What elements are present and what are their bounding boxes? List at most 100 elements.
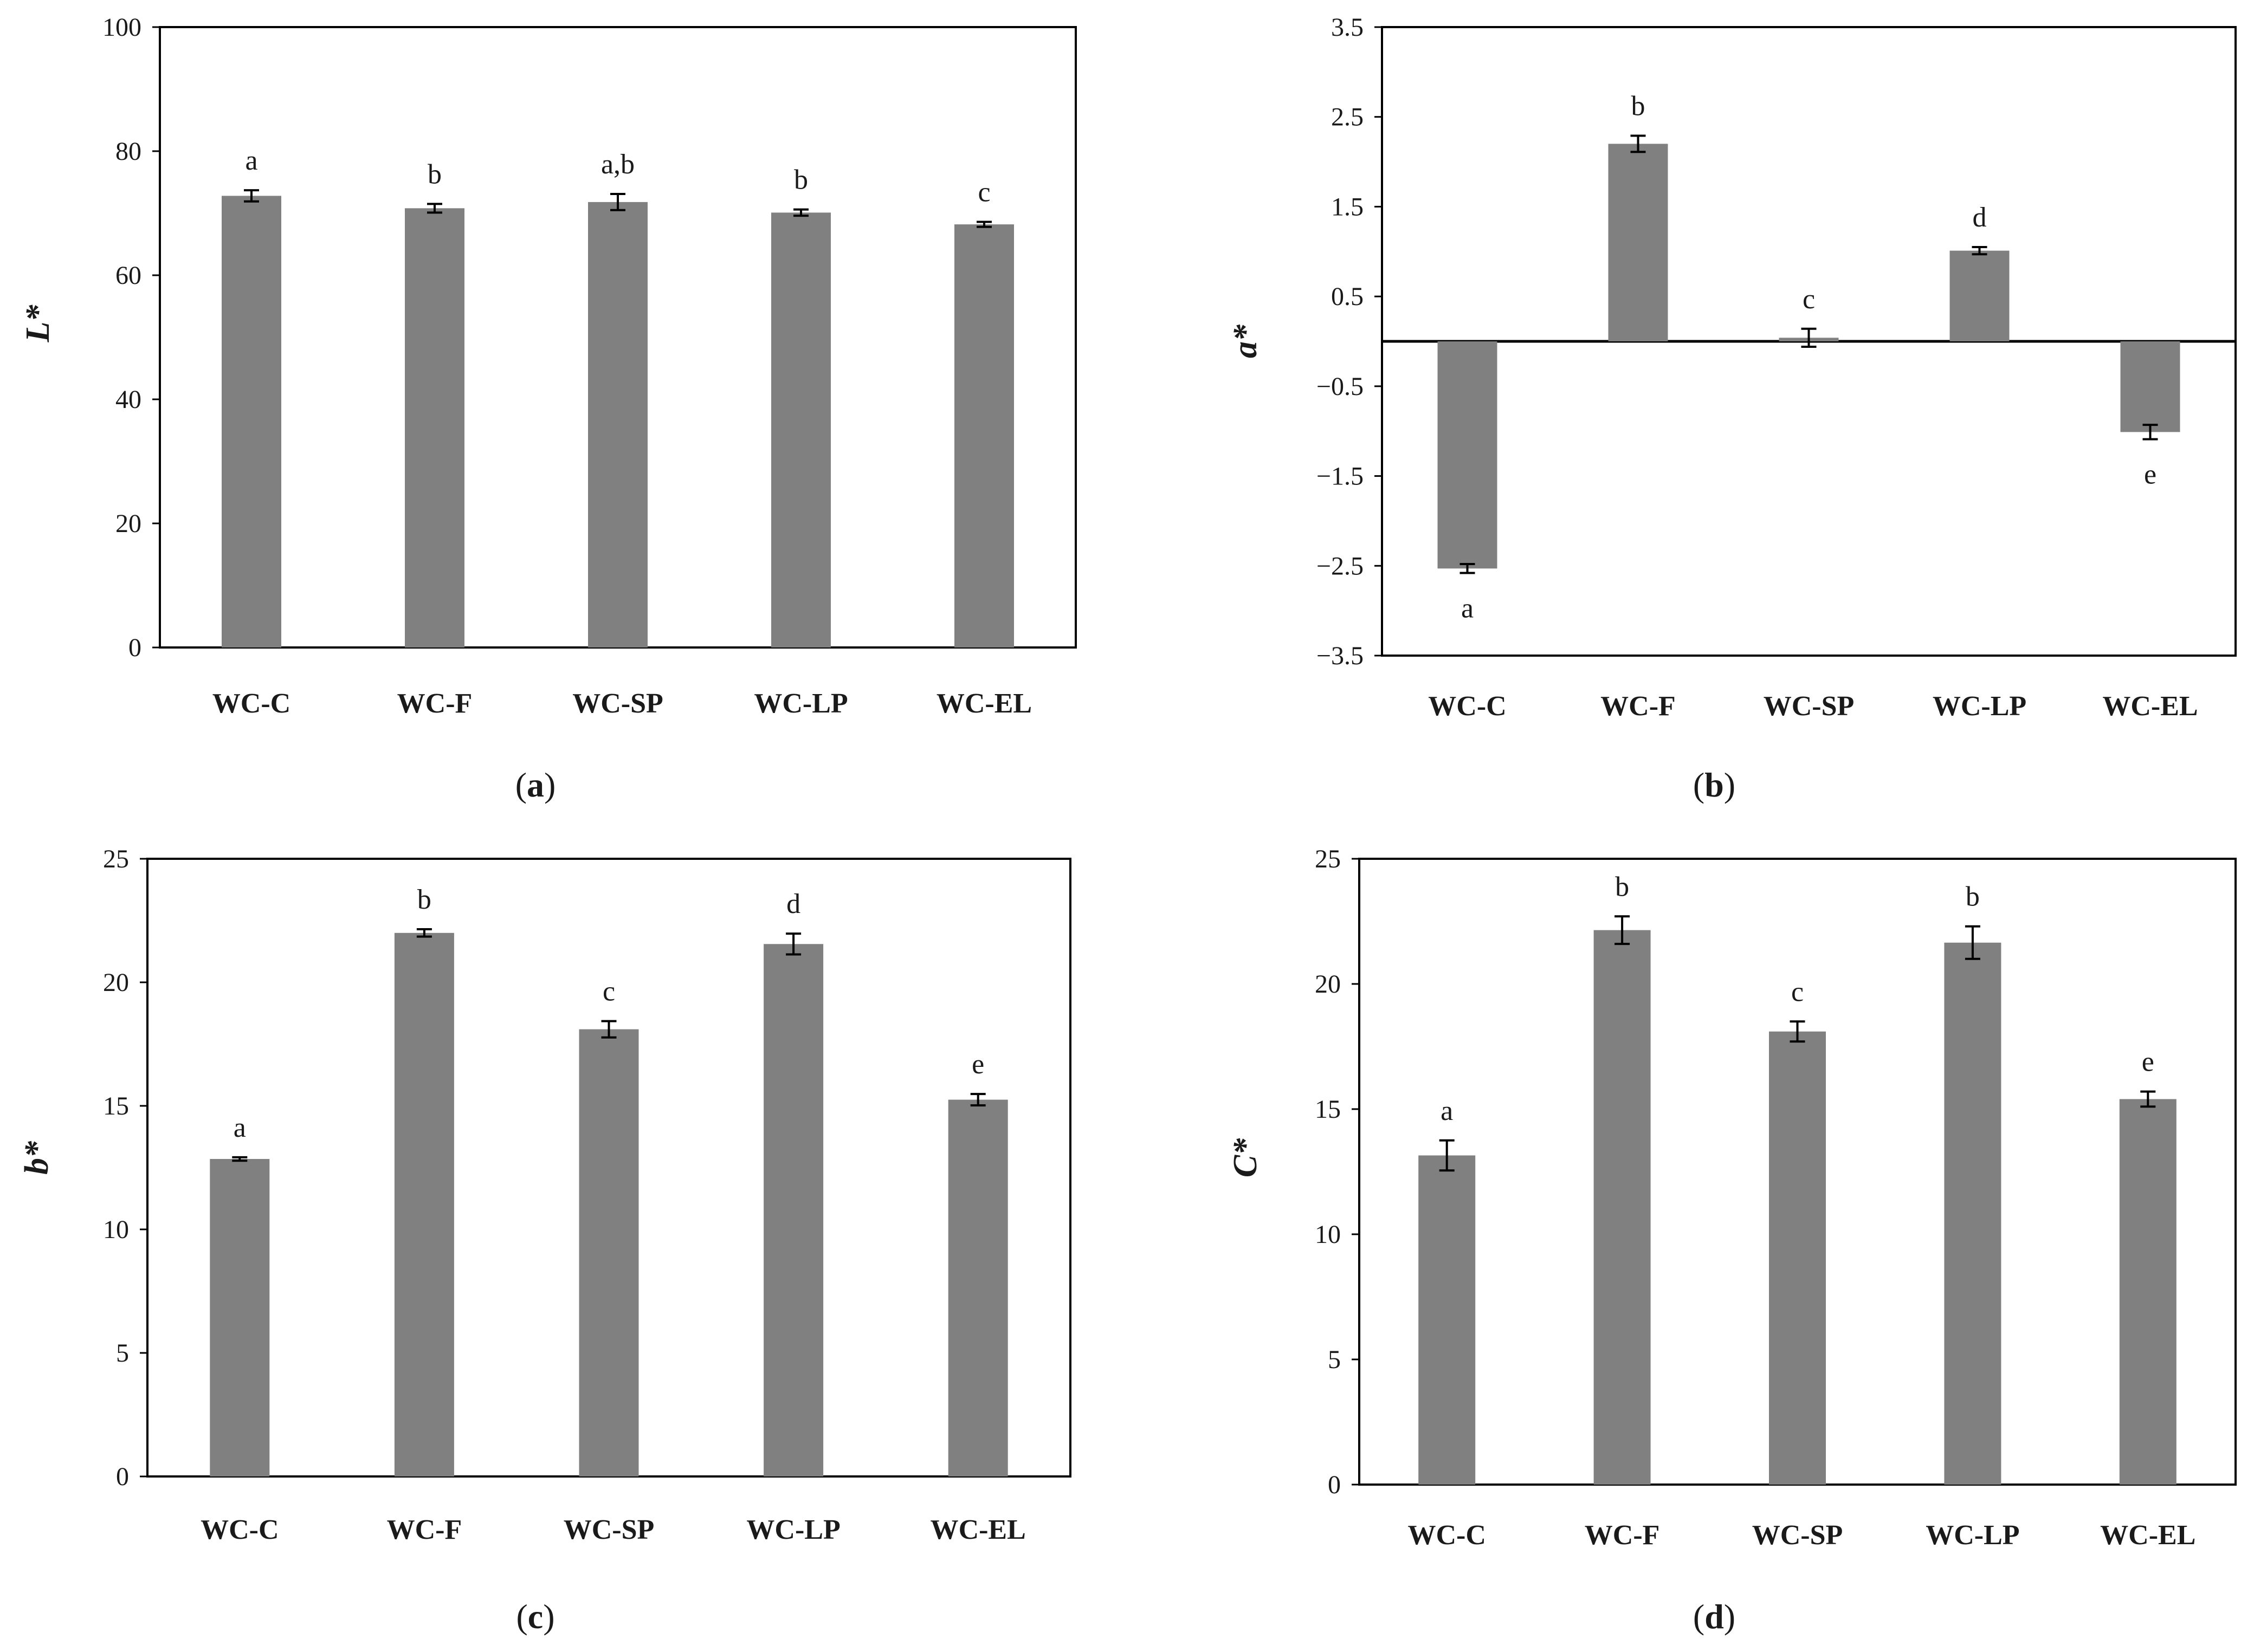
y-tick-label: 5 [1328,1345,1341,1374]
y-tick-label: 20 [1315,970,1341,999]
bar [1769,1031,1826,1485]
significance-label: b [417,884,431,915]
significance-label: a [245,145,257,176]
bar [405,208,464,648]
bar [1437,341,1497,569]
significance-label: d [1973,202,1987,233]
significance-label: b [428,159,442,190]
category-label: WC-EL [931,1514,1026,1545]
y-tick-label: 80 [115,137,141,166]
bar [764,944,824,1476]
significance-label: a [1461,593,1474,624]
y-tick-label: −0.5 [1316,372,1364,401]
y-axis-label: C* [1227,1138,1264,1177]
category-label: WC-SP [564,1514,655,1545]
y-axis-label: L* [20,305,56,343]
bar [1944,942,2001,1485]
category-label: WC-LP [1933,691,2026,722]
bar [2120,341,2180,432]
bar [579,1029,639,1476]
significance-label: b [1966,882,1980,912]
significance-label: e [972,1049,984,1080]
y-tick-label: 40 [115,385,141,414]
category-label: WC-F [387,1514,462,1545]
category-label: WC-SP [1752,1520,1843,1551]
y-tick-label: 10 [1315,1220,1341,1249]
y-tick-label: 100 [102,13,141,42]
bar [1418,1155,1476,1485]
bar [1593,930,1651,1485]
panel-c: b* 0 5 10 15 20 25 a WC-C b WC-F c WC-SP d WC-LP e WC-E… [18,845,1071,1636]
category-label: WC-EL [937,688,1032,719]
plot-area: 0 5 10 15 20 25 a WC-C b WC-F c WC-SP b WC-LP e WC-EL [1315,845,2237,1551]
panel-b: a* 3.5 2.5 1.5 0.5 −0.5 −1.5 −2.5 −3.5 a WC-C b WC-… [1227,13,2237,804]
bar [588,202,648,647]
category-label: WC-EL [2102,691,2198,722]
y-tick-label: 15 [103,1092,129,1120]
y-tick-label: −2.5 [1316,552,1364,580]
bar [394,932,454,1476]
category-label: WC-SP [1764,691,1855,722]
panel-caption: (a) [515,766,556,804]
y-tick-label: 0.5 [1331,282,1364,311]
category-label: WC-LP [1926,1520,2019,1551]
panel-caption: (b) [1693,766,1735,804]
significance-label: e [2144,459,2156,490]
bar [771,212,831,648]
bar [1608,144,1668,341]
category-label: WC-LP [746,1514,840,1545]
significance-label: c [1803,284,1815,315]
category-label: WC-C [212,688,290,719]
y-tick-label: 0 [116,1462,129,1491]
panel-a: L* 0 20 40 60 80 100 a WC-C b WC-F a,b WC-SP b WC-LP c… [20,13,1077,804]
significance-label: c [1791,976,1804,1007]
y-tick-label: 2.5 [1331,103,1364,132]
y-tick-label: 0 [128,633,141,662]
significance-label: b [1615,871,1629,902]
panel-d: C* 0 5 10 15 20 25 a WC-C b WC-F c WC-SP b WC-LP e WC-E… [1227,845,2237,1636]
significance-label: c [603,976,615,1007]
category-label: WC-SP [572,688,663,719]
panel-caption: (c) [516,1597,554,1636]
category-label: WC-C [201,1514,279,1545]
y-axis-label: b* [18,1141,55,1175]
category-label: WC-F [1585,1520,1660,1551]
significance-label: b [1631,91,1645,122]
y-tick-label: 0 [1328,1470,1341,1499]
bar [210,1159,270,1476]
category-label: WC-EL [2100,1520,2195,1551]
bar [222,196,281,647]
y-tick-label: 20 [103,968,129,997]
y-tick-label: 5 [116,1339,129,1368]
category-label: WC-C [1407,1520,1486,1551]
y-tick-label: 25 [103,845,129,873]
y-tick-label: 1.5 [1331,192,1364,221]
plot-area: 3.5 2.5 1.5 0.5 −0.5 −1.5 −2.5 −3.5 a WC-C b WC-F c W… [1316,13,2237,722]
y-axis-label: a* [1227,324,1264,358]
bar [2119,1099,2177,1485]
significance-label: a [1441,1096,1453,1126]
significance-label: a,b [601,149,635,180]
bar [948,1099,1008,1476]
y-tick-label: 25 [1315,845,1341,873]
category-label: WC-F [397,688,473,719]
category-label: WC-C [1428,691,1506,722]
significance-label: c [978,177,990,208]
plot-area: 0 20 40 60 80 100 a WC-C b WC-F a,b WC-SP b WC-LP c WC-… [102,13,1077,719]
plot-area: 0 5 10 15 20 25 a WC-C b WC-F c WC-SP d WC-LP e WC-EL [103,845,1071,1545]
y-tick-label: 60 [115,261,141,290]
category-label: WC-LP [754,688,848,719]
bar [1949,250,2010,341]
y-tick-label: 10 [103,1215,129,1244]
y-tick-label: −3.5 [1316,642,1364,670]
panel-caption: (d) [1693,1597,1735,1636]
significance-label: a [234,1112,246,1143]
bar [954,224,1014,647]
significance-label: b [794,165,808,196]
y-tick-label: 3.5 [1331,13,1364,42]
significance-label: e [2142,1047,2154,1078]
y-tick-label: 20 [115,509,141,538]
y-tick-label: 15 [1315,1095,1341,1124]
category-label: WC-F [1600,691,1676,722]
